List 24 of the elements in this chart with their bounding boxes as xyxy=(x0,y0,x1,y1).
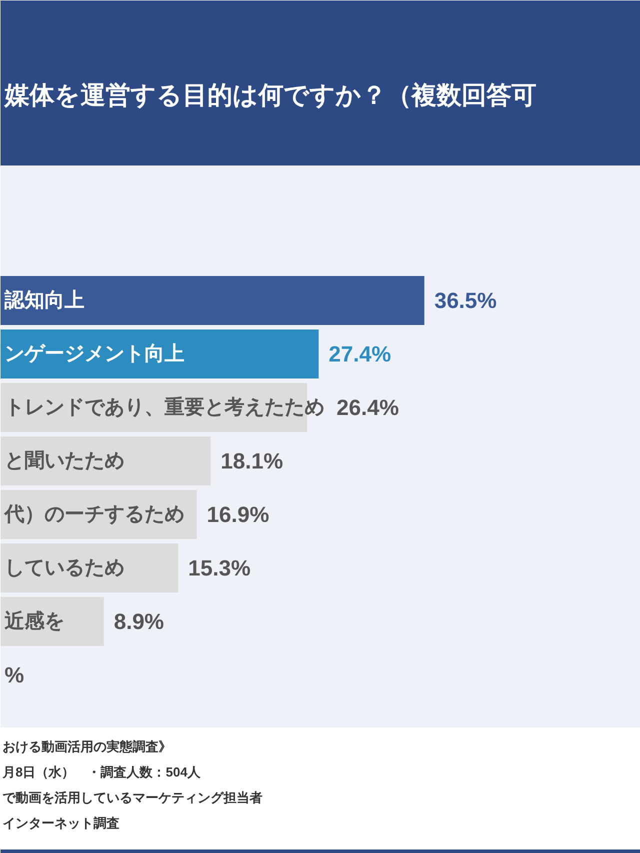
y-tick-label: しているため xyxy=(4,557,124,579)
data-label: 8.9% xyxy=(114,609,164,634)
text: インターネット調査 xyxy=(2,816,120,830)
chart-title: 媒体を運営する目的は何ですか？（複数回答可 xyxy=(4,82,536,110)
bar xyxy=(0,276,424,325)
bar xyxy=(0,436,211,486)
text: % xyxy=(4,662,24,688)
data-label: 26.4% xyxy=(336,395,399,420)
text: おける動画活用の実態調査》 xyxy=(2,739,172,754)
y-tick-label: 代）のーチするため xyxy=(4,504,184,526)
data-label: 15.3% xyxy=(188,556,251,580)
y-tick-label: と聞いたため xyxy=(4,450,124,472)
bar xyxy=(0,330,319,378)
y-tick-label: ンゲージメント向上 xyxy=(4,343,184,365)
data-label: 27.4% xyxy=(328,342,392,366)
bar xyxy=(0,544,178,592)
data-label: 36.5% xyxy=(434,288,497,313)
text: で動画を活用しているマーケティング担当者 xyxy=(2,790,262,805)
y-tick-label: 認知向上 xyxy=(4,288,84,312)
data-label: 16.9% xyxy=(206,502,270,527)
data-label: 18.1% xyxy=(220,448,284,474)
y-tick-label: トレンドであり、重要と考えたため xyxy=(4,396,324,418)
text: 月8日（水） ・調査人数：504人 xyxy=(2,764,202,780)
y-tick-label: 近感を xyxy=(4,610,64,632)
